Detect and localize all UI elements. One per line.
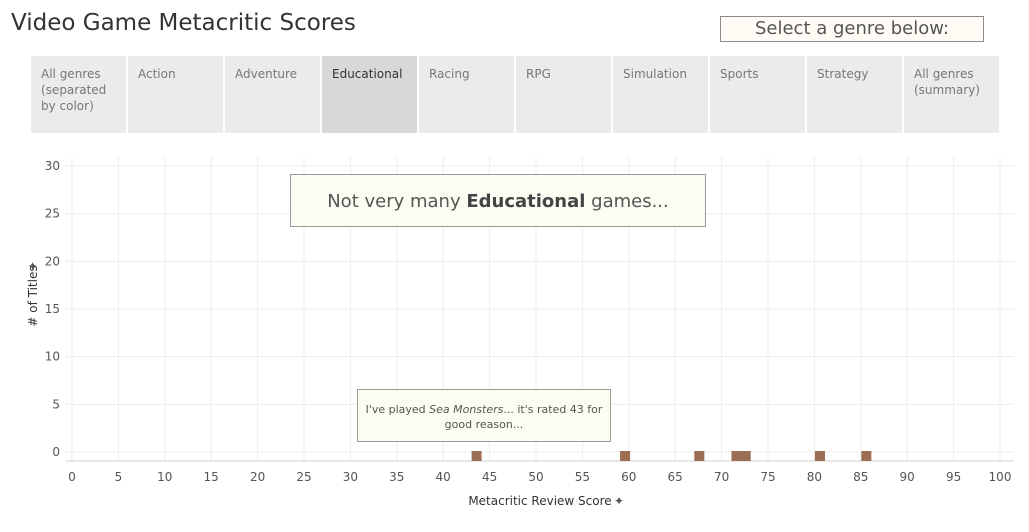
data-point[interactable] — [740, 451, 751, 461]
x-tick-label: 20 — [250, 470, 265, 484]
y-tick-label: 5 — [52, 397, 60, 411]
x-tick-label: 30 — [343, 470, 358, 484]
x-tick-label: 50 — [528, 470, 543, 484]
x-axis-label: Metacritic Review Score — [468, 494, 611, 508]
data-point[interactable] — [471, 451, 482, 461]
tab-adventure[interactable]: Adventure — [225, 56, 320, 133]
tab-action[interactable]: Action — [128, 56, 223, 133]
data-points — [471, 451, 872, 461]
x-tick-label: 0 — [68, 470, 76, 484]
annotation-note-italic: Sea Monsters — [429, 403, 504, 416]
x-tick-label: 65 — [668, 470, 683, 484]
annotation-note-suffix: ... it's rated 43 for good reason... — [444, 403, 603, 431]
genre-selector-label: Select a genre below: — [720, 16, 984, 42]
x-tick-label: 70 — [714, 470, 729, 484]
tab-strategy[interactable]: Strategy — [807, 56, 902, 133]
tab-racing[interactable]: Racing — [419, 56, 514, 133]
y-tick-label: 10 — [45, 350, 60, 364]
x-tick-label: 25 — [296, 470, 311, 484]
y-tick-label: 0 — [52, 445, 60, 459]
grid — [66, 157, 1014, 462]
y-tick-label: 25 — [45, 207, 60, 221]
x-tick-label: 40 — [436, 470, 451, 484]
annotation-main-prefix: Not very many — [327, 191, 467, 212]
data-point[interactable] — [731, 451, 742, 461]
tab-sports[interactable]: Sports — [710, 56, 805, 133]
data-point[interactable] — [620, 451, 631, 461]
data-point[interactable] — [814, 451, 825, 461]
annotation-main-suffix: games... — [585, 191, 669, 212]
tab-rpg[interactable]: RPG — [516, 56, 611, 133]
x-tick-label: 100 — [989, 470, 1012, 484]
y-tick-label: 20 — [45, 254, 60, 268]
x-tick-label: 10 — [157, 470, 172, 484]
annotation-main-bold: Educational — [466, 191, 586, 212]
data-point[interactable] — [861, 451, 872, 461]
x-axis-ticks: 0 5 10 15 20 25 30 35 40 45 50 55 60 65 70 75 80 85 90 95 10… — [68, 470, 1011, 484]
x-tick-label: 95 — [946, 470, 961, 484]
x-tick-label: 85 — [853, 470, 868, 484]
x-tick-label: 75 — [760, 470, 775, 484]
x-tick-label: 15 — [204, 470, 219, 484]
annotation-main: Not very many Educational games... — [290, 174, 706, 227]
x-tick-label: 45 — [482, 470, 497, 484]
x-tick-label: 55 — [575, 470, 590, 484]
y-tick-label: 30 — [45, 159, 60, 173]
x-tick-label: 5 — [115, 470, 123, 484]
y-axis-ticks: 0 5 10 15 20 25 30 — [45, 159, 60, 459]
x-tick-label: 80 — [807, 470, 822, 484]
tab-all[interactable]: All genres (summary) — [904, 56, 999, 133]
x-tick-label: 60 — [621, 470, 636, 484]
annotation-note: I've played Sea Monsters... it's rated 4… — [357, 389, 611, 442]
y-axis-label: # of Titles — [26, 265, 40, 326]
tab-all[interactable]: All genres (separated by color) — [31, 56, 126, 133]
y-axis-pin-icon[interactable]: ✦ — [26, 261, 40, 271]
data-point[interactable] — [694, 451, 705, 461]
page-title: Video Game Metacritic Scores — [11, 10, 356, 36]
x-tick-label: 35 — [389, 470, 404, 484]
tab-educational[interactable]: Educational — [322, 56, 417, 133]
annotation-note-prefix: I've played — [365, 403, 430, 416]
y-tick-label: 15 — [45, 302, 60, 316]
tab-simulation[interactable]: Simulation — [613, 56, 708, 133]
x-tick-label: 90 — [900, 470, 915, 484]
x-axis-pin-icon[interactable]: ✦ — [614, 494, 624, 508]
